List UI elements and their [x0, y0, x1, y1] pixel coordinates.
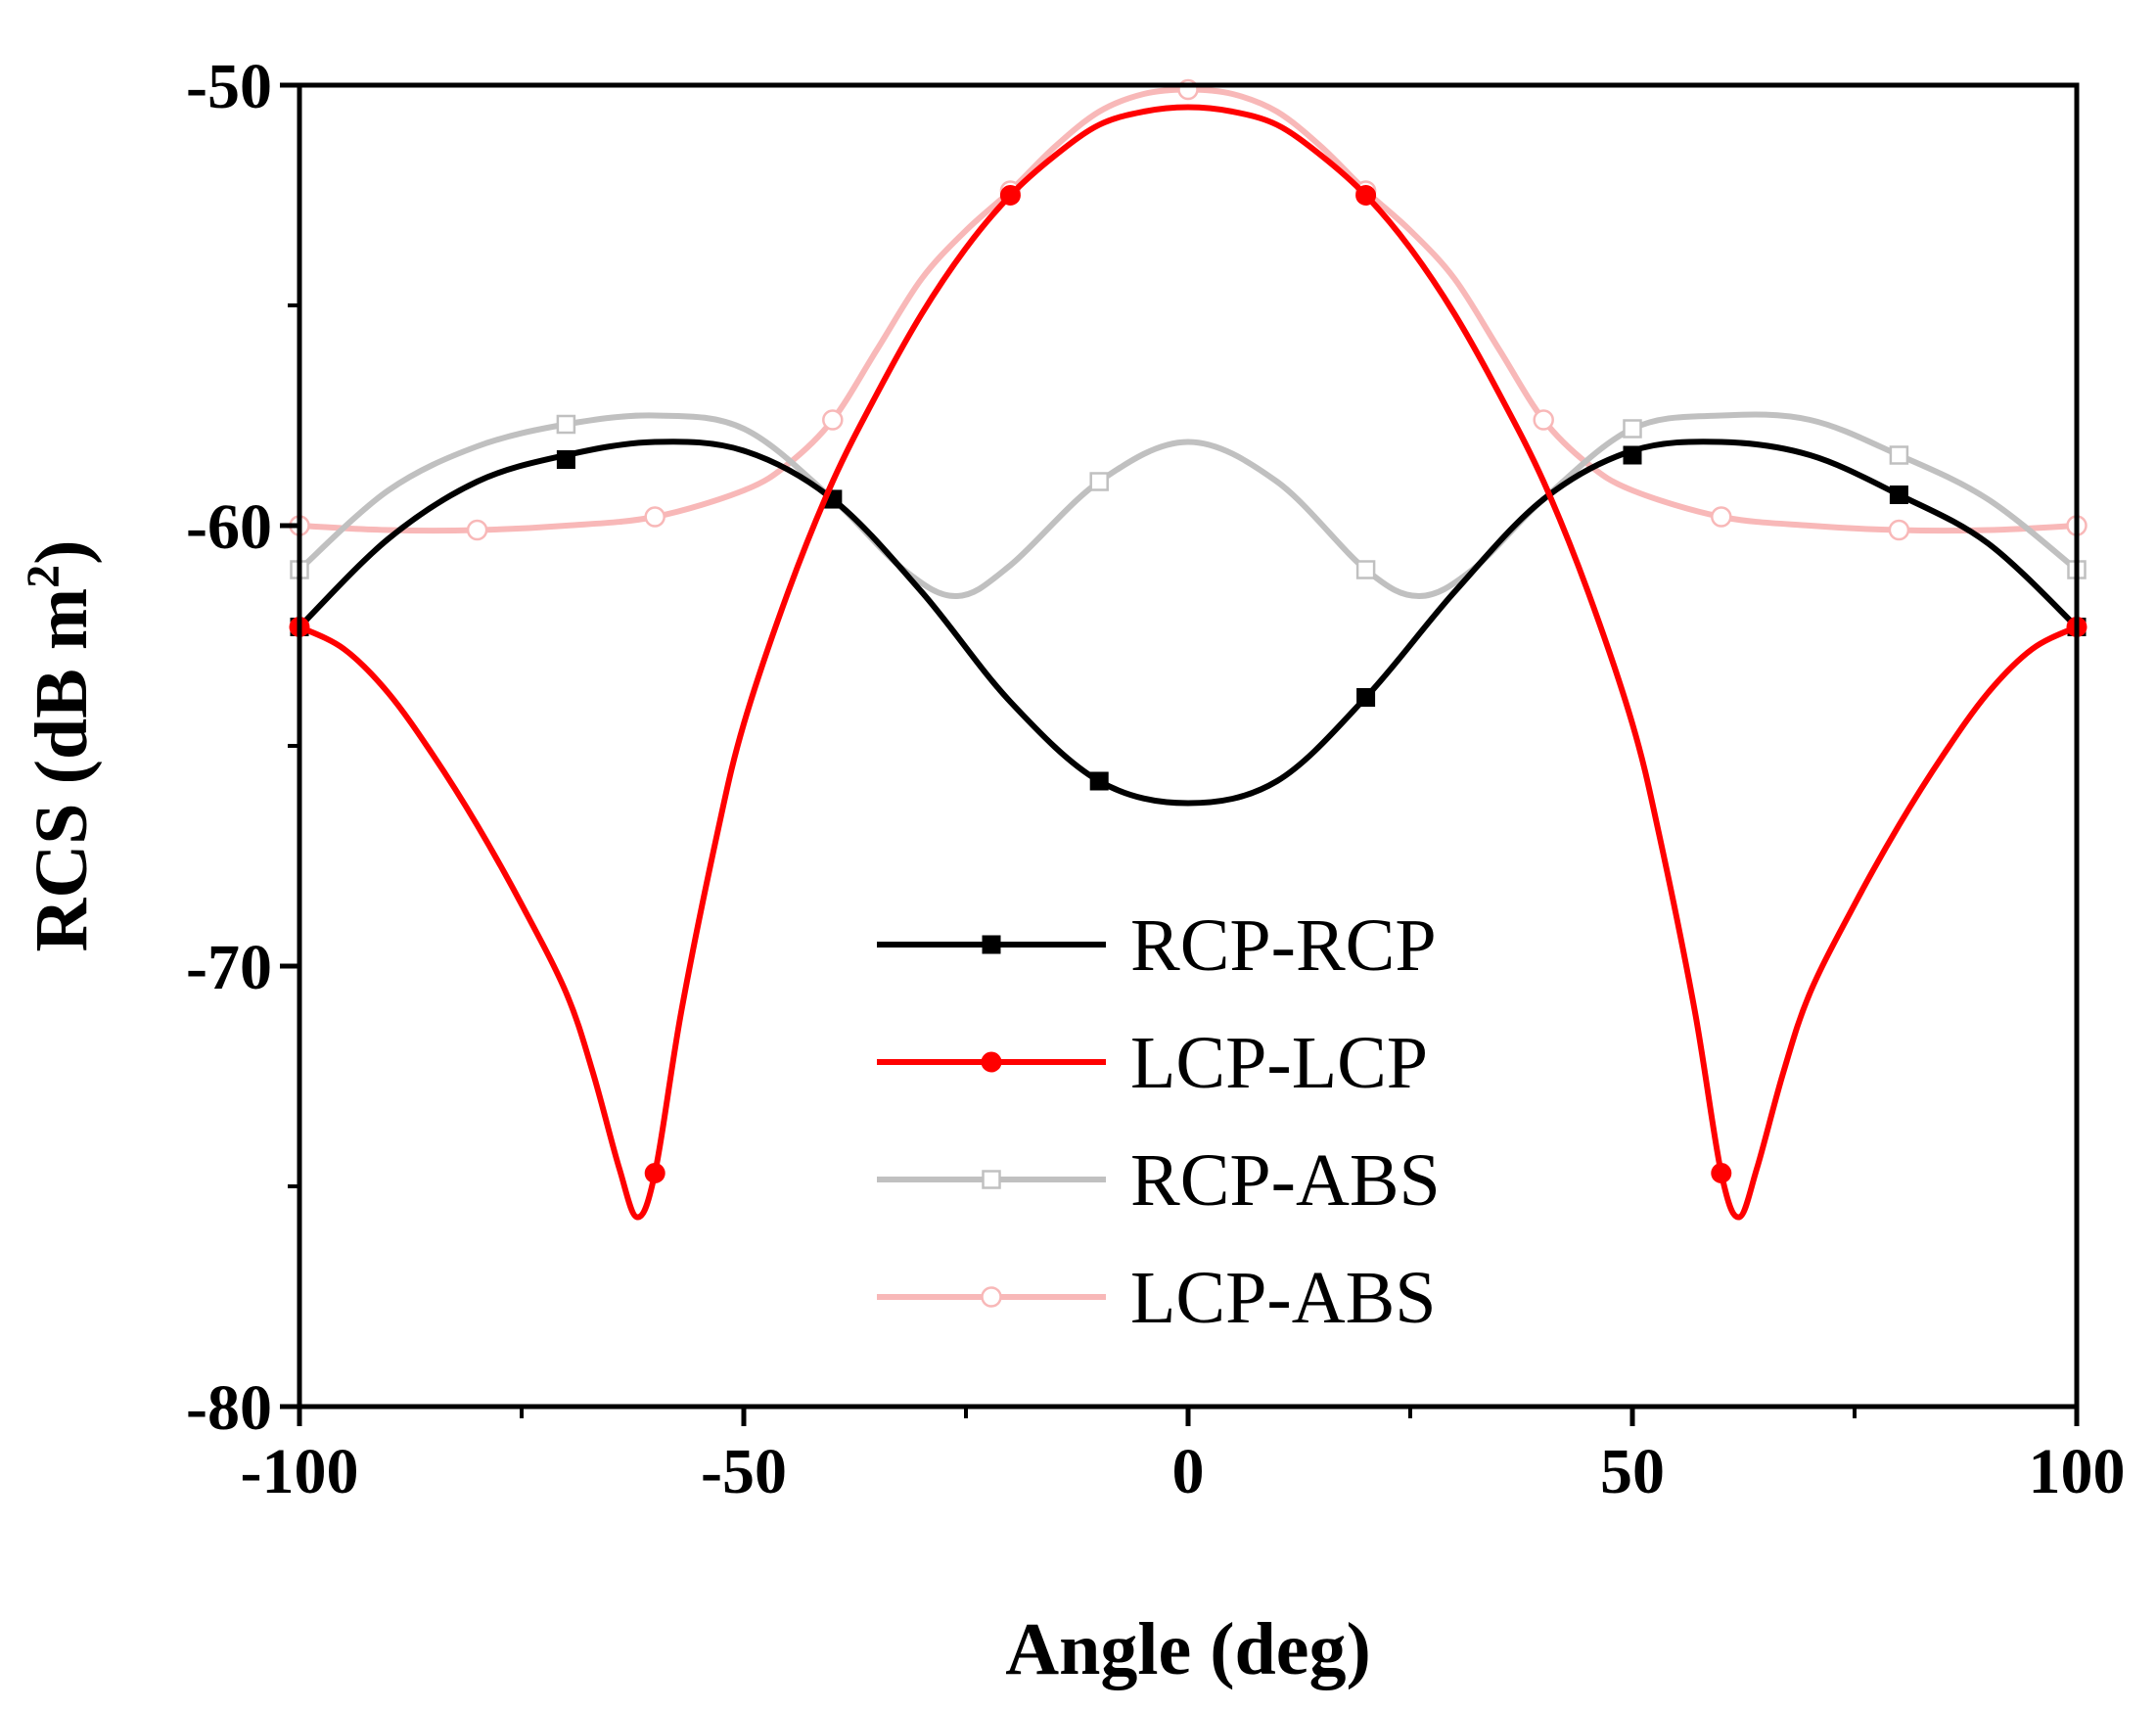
- point-lcp-lcp-1: [644, 1163, 665, 1183]
- x-tick-label: 0: [1172, 1436, 1205, 1507]
- x-tick-label: 50: [1600, 1436, 1665, 1507]
- x-tick-label: -50: [701, 1436, 787, 1507]
- point-rcp-rcp-6: [1889, 486, 1908, 504]
- legend-marker-rcp-rcp: [982, 935, 1001, 954]
- series-rcp-abs: [290, 411, 2087, 600]
- y-tick-label: -80: [186, 1372, 272, 1444]
- point-rcp-rcp-1: [556, 450, 575, 469]
- y-axis-title-superscript: 2: [18, 565, 69, 588]
- point-rcp-rcp-4: [1356, 688, 1376, 707]
- point-lcp-abs-3: [822, 409, 844, 431]
- y-tick-label: -70: [186, 932, 272, 1003]
- point-lcp-abs-1: [466, 519, 488, 541]
- legend-marker-lcp-abs: [981, 1286, 1002, 1308]
- legend-entry-rcp-abs: RCP-ABS: [877, 1139, 1441, 1222]
- y-tick-label: -60: [186, 491, 272, 563]
- legend-entry-lcp-lcp: LCP-LCP: [877, 1022, 1428, 1104]
- series-line-rcp-abs: [297, 411, 2080, 600]
- legend-marker-lcp-lcp: [981, 1051, 1002, 1073]
- y-axis-title-close: ): [21, 540, 103, 565]
- x-axis-title: Angle (deg): [1005, 1608, 1371, 1690]
- legend-label-rcp-rcp: RCP-RCP: [1130, 904, 1437, 987]
- legend-entry-lcp-abs: LCP-ABS: [877, 1257, 1437, 1339]
- legend-marker-rcp-abs: [982, 1170, 1001, 1189]
- point-rcp-abs-6: [1889, 445, 1909, 465]
- axis-ticks: -100 -50 0 50 100 -80 -70 -60 -50: [186, 51, 2125, 1507]
- legend-label-lcp-abs: LCP-ABS: [1130, 1257, 1437, 1339]
- series-lcp-abs: [289, 78, 2087, 541]
- series-line-rcp-rcp: [297, 439, 2080, 807]
- point-lcp-abs-2: [644, 506, 665, 528]
- point-lcp-lcp-3: [1355, 185, 1377, 206]
- legend-label-rcp-abs: RCP-ABS: [1130, 1139, 1441, 1222]
- point-lcp-lcp-2: [999, 185, 1021, 206]
- point-rcp-abs-1: [556, 414, 576, 435]
- y-axis-title-text: RCS (dB m: [21, 588, 103, 952]
- point-lcp-lcp-4: [1711, 1163, 1732, 1183]
- point-rcp-rcp-3: [1089, 771, 1109, 791]
- series-layer: [289, 78, 2087, 1221]
- y-tick-label: -50: [186, 51, 272, 122]
- series-rcp-rcp: [290, 439, 2087, 807]
- legend-entry-rcp-rcp: RCP-RCP: [877, 904, 1437, 987]
- x-tick-label: 100: [2029, 1436, 2126, 1507]
- x-tick-label: -100: [241, 1436, 359, 1507]
- point-rcp-rcp-5: [1623, 445, 1642, 465]
- point-rcp-abs-3: [1089, 472, 1109, 491]
- point-lcp-abs-7: [1533, 409, 1554, 431]
- legend-label-lcp-lcp: LCP-LCP: [1130, 1022, 1428, 1104]
- point-rcp-abs-4: [1355, 560, 1376, 579]
- point-rcp-abs-5: [1623, 419, 1642, 439]
- point-lcp-abs-8: [1711, 506, 1732, 528]
- series-line-lcp-lcp: [297, 104, 2080, 1221]
- point-lcp-abs-9: [1888, 519, 1910, 541]
- y-axis-title: RCS (dB m2): [18, 540, 103, 952]
- legend: RCP-RCP LCP-LCP RCP-ABS LCP-ABS: [877, 904, 1441, 1339]
